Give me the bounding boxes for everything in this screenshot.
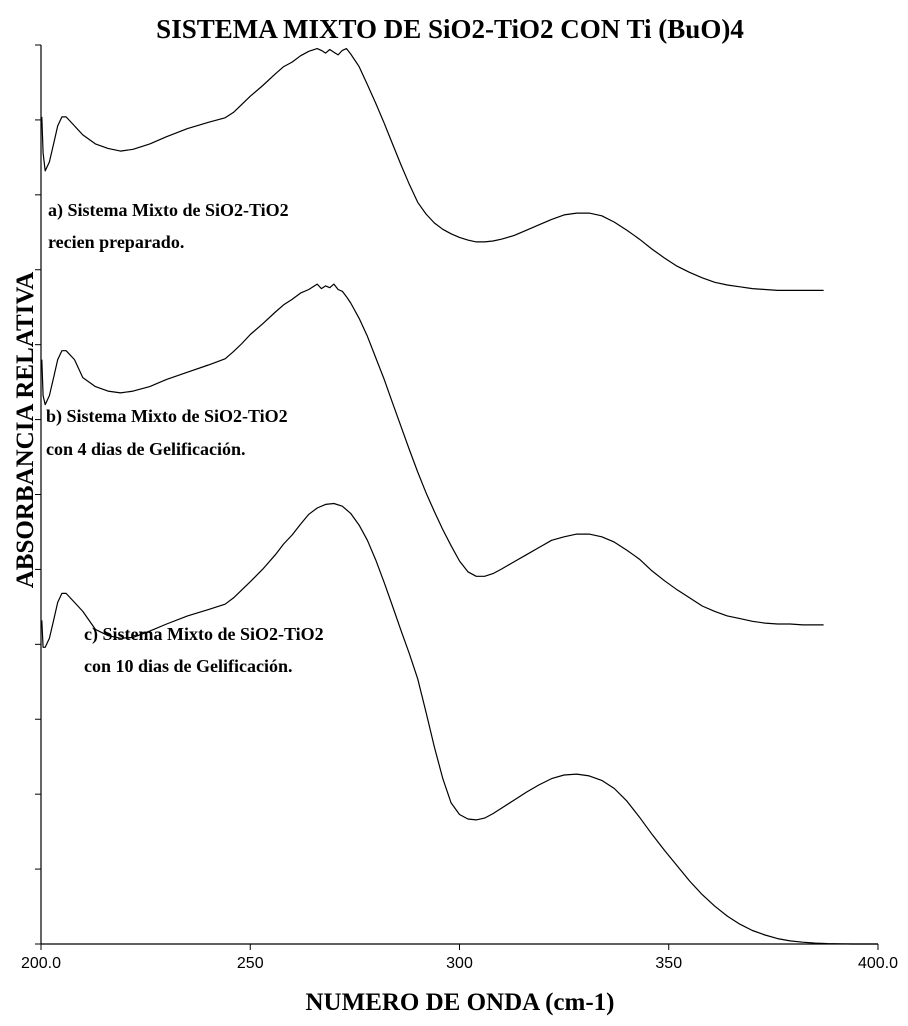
x-tick-label: 350 <box>655 955 682 972</box>
series-line-c <box>41 502 878 945</box>
x-axis-title: NUMERO DE ONDA (cm-1) <box>306 989 615 1016</box>
x-tick-label: 300 <box>446 955 473 972</box>
x-tick-label: 250 <box>237 955 264 972</box>
annotation-c-line1: c) Sistema Mixto de SiO2-TiO2 <box>84 624 324 645</box>
chart-title: SISTEMA MIXTO DE SiO2-TiO2 CON Ti (BuO)4 <box>156 14 744 44</box>
series-line-a <box>41 48 824 291</box>
x-axis-ticks: 200.0 250 300 350 400.0 <box>21 944 898 972</box>
series-line-b <box>41 283 824 626</box>
annotation-b-line1: b) Sistema Mixto de SiO2-TiO2 <box>46 406 288 427</box>
y-axis-ticks <box>35 44 41 945</box>
x-tick-label: 400.0 <box>858 955 898 972</box>
series-layer <box>41 48 878 945</box>
annotation-a-line1: a) Sistema Mixto de SiO2-TiO2 <box>48 200 289 221</box>
y-axis-title: ABSORBANCIA RELATIVA <box>12 272 39 589</box>
x-tick-label: 200.0 <box>21 955 61 972</box>
annotation-a-line2: recien preparado. <box>48 232 184 252</box>
annotation-c-line2: con 10 dias de Gelificación. <box>84 656 293 676</box>
annotation-b-line2: con 4 dias de Gelificación. <box>46 439 246 459</box>
